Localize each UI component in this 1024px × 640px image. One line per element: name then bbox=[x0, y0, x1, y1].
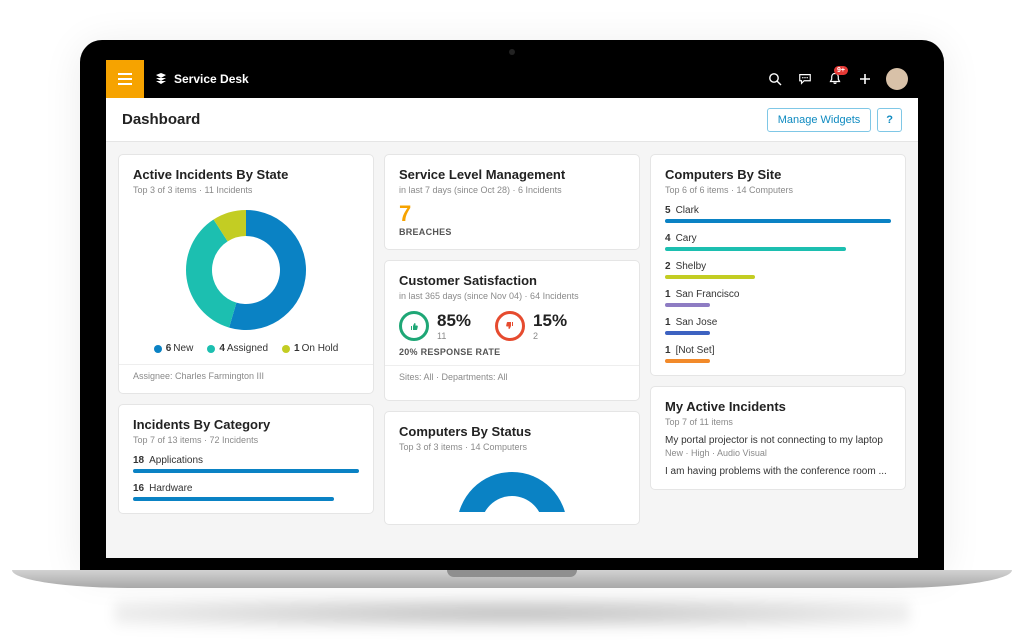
site-bar-row: 1San Jose bbox=[665, 317, 891, 335]
help-button[interactable]: ? bbox=[877, 108, 902, 132]
menu-button[interactable] bbox=[106, 60, 144, 98]
category-bar-row: 16Hardware bbox=[133, 483, 359, 501]
laptop-base bbox=[12, 570, 1012, 588]
thumbs-up-icon bbox=[408, 320, 420, 332]
satisfaction-positive: 85% 11 bbox=[399, 311, 471, 341]
app-name: Service Desk bbox=[174, 72, 249, 86]
incident-list: My portal projector is not connecting to… bbox=[665, 435, 891, 477]
notifications-button[interactable]: 9+ bbox=[820, 60, 850, 98]
notification-badge: 9+ bbox=[834, 66, 848, 75]
plus-icon bbox=[859, 73, 871, 85]
laptop-mockup: Service Desk 9+ D bbox=[80, 40, 944, 610]
chat-icon bbox=[798, 72, 812, 86]
widget-footer: Assignee: Charles Farmington III bbox=[119, 364, 373, 381]
category-bar-list: 18Applications 16Hardware bbox=[133, 455, 359, 501]
column-1: Active Incidents By State Top 3 of 3 ite… bbox=[118, 154, 374, 546]
widget-title: Customer Satisfaction bbox=[399, 273, 625, 288]
donut-legend: 6New 4Assigned 1On Hold bbox=[133, 343, 359, 354]
column-2: Service Level Management in last 7 days … bbox=[384, 154, 640, 546]
site-bar-list: 5Clark 4Cary 2Shelby 1San Francisco 1San Jos… bbox=[665, 205, 891, 363]
widget-computers-by-status: Computers By Status Top 3 of 3 items · 1… bbox=[384, 411, 640, 525]
satisfaction-row: 85% 11 15% 2 bbox=[399, 311, 625, 341]
site-bar-row: 1[Not Set] bbox=[665, 345, 891, 363]
add-button[interactable] bbox=[850, 60, 880, 98]
breach-caption: BREACHES bbox=[399, 227, 625, 237]
positive-pct: 85% bbox=[437, 311, 471, 330]
negative-pct: 15% bbox=[533, 311, 567, 330]
avatar[interactable] bbox=[886, 68, 908, 90]
donut-chart bbox=[133, 205, 359, 335]
search-button[interactable] bbox=[760, 60, 790, 98]
widget-title: Computers By Status bbox=[399, 424, 625, 439]
widget-subtitle: Top 7 of 11 items bbox=[665, 417, 891, 427]
thumbs-down-ring bbox=[495, 311, 525, 341]
widget-title: Computers By Site bbox=[665, 167, 891, 182]
widget-computers-by-site: Computers By Site Top 6 of 6 items · 14 … bbox=[650, 154, 906, 376]
page-header: Dashboard Manage Widgets ? bbox=[106, 98, 918, 142]
widget-subtitle: Top 6 of 6 items · 14 Computers bbox=[665, 185, 891, 195]
thumbs-up-ring bbox=[399, 311, 429, 341]
site-bar-row: 2Shelby bbox=[665, 261, 891, 279]
category-bar-row: 18Applications bbox=[133, 455, 359, 473]
legend-item: 6New bbox=[154, 343, 194, 354]
topbar: Service Desk 9+ bbox=[106, 60, 918, 98]
widget-title: My Active Incidents bbox=[665, 399, 891, 414]
incident-list-item[interactable]: I am having problems with the conference… bbox=[665, 466, 891, 477]
laptop-camera bbox=[509, 49, 515, 55]
app-logo-icon bbox=[154, 72, 168, 86]
widget-incidents-by-category: Incidents By Category Top 7 of 13 items … bbox=[118, 404, 374, 514]
widget-title: Incidents By Category bbox=[133, 417, 359, 432]
positive-count: 11 bbox=[437, 331, 471, 341]
widget-subtitle: in last 365 days (since Nov 04) · 64 Inc… bbox=[399, 291, 625, 301]
app-screen: Service Desk 9+ D bbox=[106, 60, 918, 558]
widget-subtitle: Top 3 of 3 items · 11 Incidents bbox=[133, 185, 359, 195]
dashboard-content: Active Incidents By State Top 3 of 3 ite… bbox=[106, 142, 918, 558]
widget-service-level-management: Service Level Management in last 7 days … bbox=[384, 154, 640, 250]
site-bar-row: 4Cary bbox=[665, 233, 891, 251]
laptop-shadow bbox=[115, 598, 910, 628]
donut-chart-partial bbox=[399, 462, 625, 512]
chat-button[interactable] bbox=[790, 60, 820, 98]
app-title: Service Desk bbox=[144, 72, 249, 86]
page-title: Dashboard bbox=[122, 111, 200, 128]
widget-subtitle: in last 7 days (since Oct 28) · 6 Incide… bbox=[399, 185, 625, 195]
hamburger-icon bbox=[118, 73, 132, 85]
breach-count: 7 bbox=[399, 201, 625, 227]
incident-list-item[interactable]: My portal projector is not connecting to… bbox=[665, 435, 891, 458]
site-bar-row: 5Clark bbox=[665, 205, 891, 223]
legend-item: 4Assigned bbox=[207, 343, 268, 354]
widget-title: Service Level Management bbox=[399, 167, 625, 182]
site-bar-row: 1San Francisco bbox=[665, 289, 891, 307]
satisfaction-negative: 15% 2 bbox=[495, 311, 567, 341]
widget-subtitle: Top 3 of 3 items · 14 Computers bbox=[399, 442, 625, 452]
widget-subtitle: Top 7 of 13 items · 72 Incidents bbox=[133, 435, 359, 445]
manage-widgets-button[interactable]: Manage Widgets bbox=[767, 108, 872, 132]
response-rate: 20% RESPONSE RATE bbox=[399, 347, 625, 357]
laptop-bezel: Service Desk 9+ D bbox=[80, 40, 944, 570]
widget-my-active-incidents: My Active Incidents Top 7 of 11 items My… bbox=[650, 386, 906, 490]
widget-customer-satisfaction: Customer Satisfaction in last 365 days (… bbox=[384, 260, 640, 401]
column-3: Computers By Site Top 6 of 6 items · 14 … bbox=[650, 154, 906, 546]
widget-active-incidents-by-state: Active Incidents By State Top 3 of 3 ite… bbox=[118, 154, 374, 394]
negative-count: 2 bbox=[533, 331, 567, 341]
widget-footer: Sites: All · Departments: All bbox=[385, 365, 639, 382]
widget-title: Active Incidents By State bbox=[133, 167, 359, 182]
search-icon bbox=[768, 72, 782, 86]
legend-item: 1On Hold bbox=[282, 343, 338, 354]
thumbs-down-icon bbox=[504, 320, 516, 332]
